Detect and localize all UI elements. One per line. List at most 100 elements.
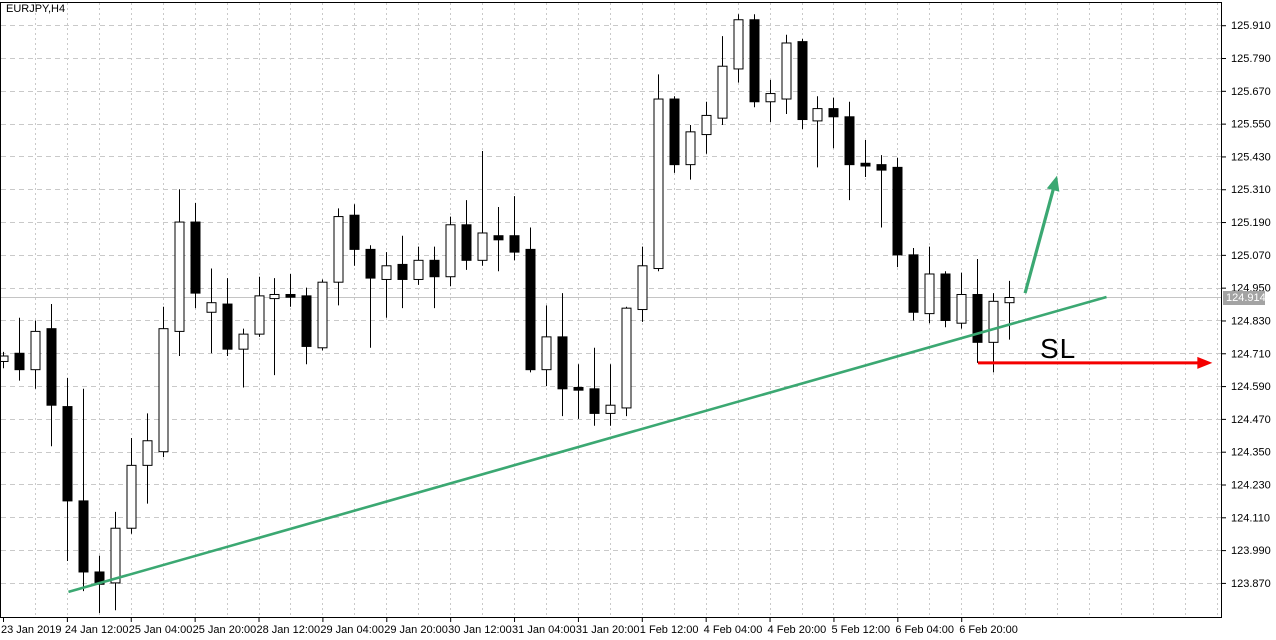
candle-body xyxy=(317,281,328,349)
candle xyxy=(509,196,520,261)
price-tick-label: 123.870 xyxy=(1231,578,1271,590)
candle-body xyxy=(222,303,233,350)
candle xyxy=(254,276,265,337)
candle xyxy=(413,246,424,285)
candle-body xyxy=(206,302,217,313)
price-tick-label: 125.190 xyxy=(1231,217,1271,229)
candle xyxy=(1004,280,1015,340)
trendline[interactable] xyxy=(68,295,1107,594)
up-arrow-annotation[interactable] xyxy=(1023,175,1060,294)
candle-body xyxy=(46,328,57,406)
candle-body xyxy=(174,221,185,332)
candle xyxy=(781,34,792,115)
candle xyxy=(445,216,456,287)
plot-border xyxy=(0,2,1222,618)
candle xyxy=(349,204,360,266)
candle xyxy=(46,304,57,447)
candle-body xyxy=(301,295,312,347)
candle xyxy=(14,317,25,381)
candle-body xyxy=(1,355,9,362)
up-arrow-line xyxy=(1023,184,1056,294)
stop-loss-label: SL xyxy=(1040,333,1077,364)
candle-body xyxy=(269,293,280,300)
candle-body xyxy=(238,333,249,350)
candle-body xyxy=(988,300,999,343)
candle-body xyxy=(908,254,919,313)
candle xyxy=(828,97,839,149)
candle xyxy=(765,79,776,123)
candle-body xyxy=(892,166,903,256)
candle xyxy=(637,246,648,322)
candle xyxy=(685,124,696,180)
candle-body xyxy=(509,235,520,253)
candle xyxy=(956,272,967,329)
time-tick-label: 6 Feb 04:00 xyxy=(895,624,954,636)
candle-body xyxy=(828,108,839,118)
time-tick-label: 30 Jan 12:00 xyxy=(448,624,512,636)
candle-body xyxy=(285,293,296,298)
sl-arrow-annotation[interactable] xyxy=(977,356,1213,369)
candle xyxy=(541,305,552,387)
time-tick-label: 31 Jan 04:00 xyxy=(512,624,576,636)
candle-body xyxy=(749,19,760,103)
grid xyxy=(1,3,1221,617)
candle-body xyxy=(701,114,712,136)
price-tick-label: 124.830 xyxy=(1231,315,1271,327)
candle xyxy=(206,268,217,354)
candle xyxy=(717,36,728,125)
candle-body xyxy=(365,248,376,279)
candle-body xyxy=(30,330,41,371)
candle xyxy=(589,347,600,426)
candle xyxy=(733,14,744,83)
candle xyxy=(381,252,392,318)
time-tick-label: 29 Jan 20:00 xyxy=(384,624,448,636)
candle xyxy=(461,200,472,270)
time-tick-label: 29 Jan 04:00 xyxy=(320,624,384,636)
candle-body xyxy=(525,248,536,371)
candle xyxy=(812,96,823,168)
price-axis[interactable]: 125.910 125.790 125.670 125.550 125.430 125.3… xyxy=(1221,20,1271,590)
candle-body xyxy=(653,98,664,270)
candle xyxy=(126,438,137,534)
sl-arrowhead-icon xyxy=(1197,356,1213,369)
candle-body xyxy=(14,352,25,371)
candle xyxy=(222,278,233,357)
candle xyxy=(285,273,296,307)
candle-body xyxy=(797,41,808,121)
candle-body xyxy=(717,65,728,119)
time-axis[interactable]: 23 Jan 2019 24 Jan 12:00 25 Jan 04:00 25 Ja… xyxy=(1,618,1018,636)
candle-body xyxy=(429,259,440,278)
candle xyxy=(876,155,887,228)
candle-body xyxy=(62,406,73,502)
time-tick-label: 5 Feb 12:00 xyxy=(831,624,890,636)
candle-body xyxy=(621,307,632,409)
candle-body xyxy=(685,131,696,166)
candle-body xyxy=(254,295,265,335)
candle xyxy=(493,207,504,272)
time-tick-label: 6 Feb 20:00 xyxy=(959,624,1018,636)
time-tick-label: 24 Jan 12:00 xyxy=(65,624,129,636)
candle-body xyxy=(349,214,360,250)
time-tick-label: 4 Feb 20:00 xyxy=(768,624,827,636)
candle xyxy=(908,248,919,321)
time-tick-label: 25 Jan 04:00 xyxy=(129,624,193,636)
candle xyxy=(940,271,951,328)
time-tick-label: 31 Jan 20:00 xyxy=(576,624,640,636)
time-tick-label: 4 Feb 04:00 xyxy=(704,624,763,636)
candle xyxy=(988,293,999,373)
price-tick-label: 124.590 xyxy=(1231,381,1271,393)
candles xyxy=(1,14,1015,613)
candle-body xyxy=(637,265,648,311)
price-tick-label: 125.670 xyxy=(1231,86,1271,98)
candle-body xyxy=(1004,297,1015,304)
candle xyxy=(669,96,680,173)
candle xyxy=(653,74,664,272)
time-tick-label: 1 Feb 12:00 xyxy=(640,624,699,636)
time-tick-label: 23 Jan 2019 xyxy=(1,624,62,636)
candle-body xyxy=(605,404,616,414)
price-tick-label: 125.430 xyxy=(1231,151,1271,163)
candle xyxy=(557,293,568,417)
candle-body xyxy=(333,216,344,283)
